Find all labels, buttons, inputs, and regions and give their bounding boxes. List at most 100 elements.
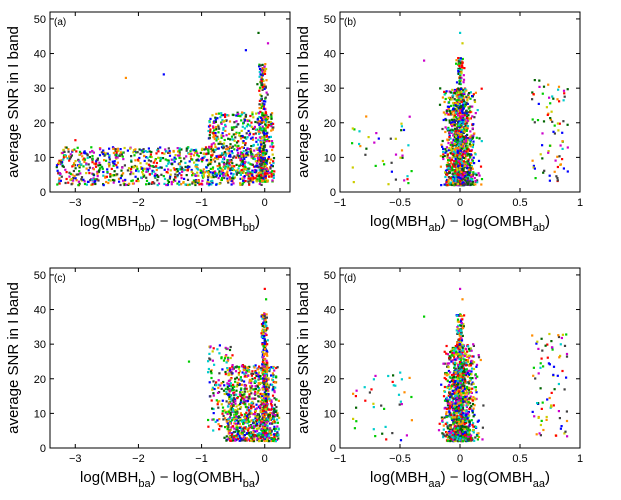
scatter-point: [459, 124, 462, 127]
scatter-point: [262, 403, 265, 406]
scatter-point: [188, 183, 191, 186]
scatter-point: [267, 434, 270, 437]
scatter-point: [227, 356, 230, 359]
scatter-point: [250, 407, 253, 410]
scatter-point: [153, 174, 156, 177]
scatter-point: [448, 171, 451, 174]
scatter-point: [262, 153, 265, 156]
scatter-point: [180, 160, 183, 163]
x-tick-label: −3: [69, 453, 82, 465]
scatter-point: [165, 171, 168, 174]
scatter-point: [465, 101, 468, 104]
scatter-point: [267, 384, 270, 387]
scatter-point: [470, 349, 473, 352]
scatter-point: [273, 170, 276, 173]
scatter-point: [468, 414, 471, 417]
scatter-point: [136, 151, 139, 154]
scatter-point: [458, 64, 461, 68]
scatter-point: [237, 154, 240, 157]
scatter-point: [157, 166, 160, 170]
scatter-point: [462, 184, 465, 187]
scatter-point: [258, 365, 261, 368]
scatter-point: [263, 377, 266, 381]
scatter-point: [264, 406, 267, 409]
scatter-point: [548, 96, 551, 99]
scatter-point: [109, 179, 112, 182]
scatter-point: [457, 98, 460, 101]
scatter-point: [563, 92, 566, 95]
scatter-point: [234, 366, 238, 369]
y-tick-label: 40: [34, 305, 46, 317]
scatter-point: [215, 183, 218, 186]
scatter-point: [226, 405, 230, 408]
scatter-point: [55, 166, 58, 169]
scatter-point: [253, 377, 257, 380]
scatter-point: [473, 386, 476, 389]
scatter-point: [107, 162, 110, 165]
scatter-point: [447, 126, 450, 129]
scatter-point: [459, 98, 462, 101]
scatter-point: [241, 391, 244, 394]
scatter-point: [236, 381, 239, 384]
scatter-point: [229, 411, 232, 415]
scatter-point: [261, 328, 264, 331]
scatter-point: [264, 419, 267, 422]
scatter-point: [462, 78, 466, 81]
scatter-point: [254, 387, 257, 390]
scatter-point: [228, 369, 231, 372]
scatter-point: [257, 368, 260, 371]
scatter-point: [233, 121, 236, 124]
scatter-point: [78, 170, 81, 173]
scatter-point: [58, 182, 61, 185]
scatter-point: [462, 92, 465, 95]
scatter-point: [98, 167, 101, 170]
scatter-point: [214, 116, 217, 119]
scatter-point: [221, 119, 224, 122]
scatter-point: [197, 180, 200, 183]
scatter-point: [264, 319, 267, 322]
scatter-point: [172, 180, 175, 183]
scatter-point: [253, 366, 256, 369]
scatter-point: [238, 134, 241, 137]
scatter-point: [267, 137, 270, 140]
scatter-point: [169, 175, 172, 178]
scatter-point: [474, 180, 477, 183]
scatter-point: [464, 412, 467, 415]
scatter-point: [454, 108, 457, 111]
scatter-point: [451, 121, 454, 124]
scatter-point: [167, 180, 170, 183]
scatter-point: [216, 165, 219, 168]
scatter-point: [446, 379, 449, 382]
scatter-point: [550, 110, 553, 113]
scatter-point: [440, 416, 443, 419]
scatter-point: [231, 439, 234, 442]
scatter-point: [243, 413, 246, 416]
scatter-point: [231, 145, 234, 148]
scatter-point: [218, 428, 221, 431]
scatter-point: [256, 413, 259, 416]
scatter-point: [147, 159, 150, 162]
scatter-point: [213, 143, 217, 146]
scatter-point: [226, 385, 229, 389]
scatter-point: [242, 140, 245, 143]
scatter-point: [83, 180, 86, 183]
scatter-point: [251, 437, 254, 441]
scatter-point: [237, 140, 240, 143]
scatter-point: [471, 174, 474, 177]
scatter-point: [265, 333, 268, 337]
scatter-point: [552, 97, 555, 100]
scatter-point: [145, 162, 148, 165]
scatter-point: [451, 113, 454, 116]
scatter-point: [265, 421, 268, 424]
scatter-point: [224, 115, 227, 118]
scatter-point: [262, 322, 265, 325]
scatter-point: [471, 135, 474, 138]
scatter-point: [264, 111, 267, 114]
scatter-point: [258, 123, 261, 126]
scatter-point: [264, 332, 267, 335]
scatter-point: [260, 179, 263, 182]
scatter-point: [459, 57, 462, 60]
scatter-point: [466, 125, 470, 128]
scatter-point: [262, 148, 265, 151]
scatter-point: [172, 149, 175, 153]
